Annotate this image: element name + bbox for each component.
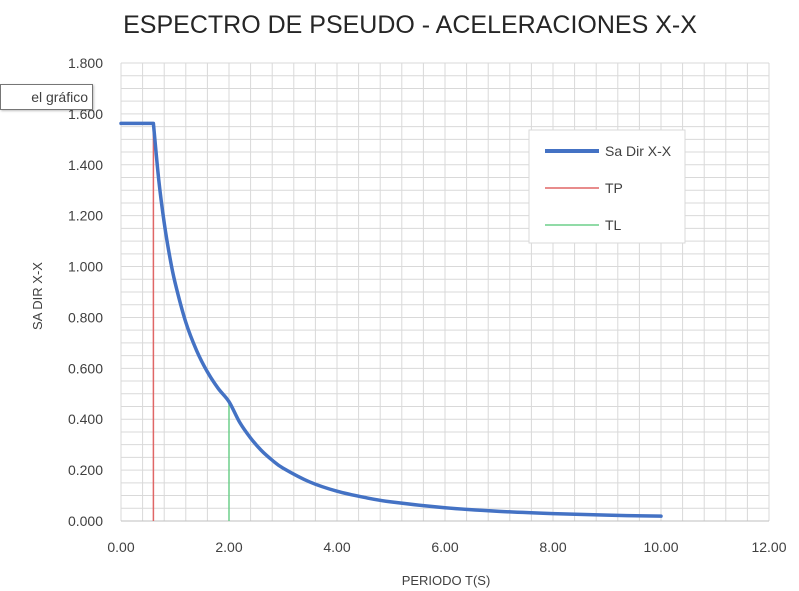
y-tick-label: 0.000 [68, 513, 103, 529]
x-tick-label: 12.00 [751, 539, 786, 555]
y-tick-label: 1.000 [68, 259, 103, 275]
legend-label-tl: TL [605, 217, 622, 233]
chart-title: ESPECTRO DE PSEUDO - ACELERACIONES X-X [123, 11, 697, 39]
x-tick-label: 2.00 [215, 539, 242, 555]
x-tick-label: 8.00 [539, 539, 566, 555]
grid [120, 62, 770, 522]
y-axis-title: SA DIR X-X [30, 262, 45, 330]
legend[interactable]: Sa Dir X-X TP TL [528, 129, 686, 244]
series-sa-dir-x-x-line [119, 121, 663, 518]
x-axis-title: PERIODO T(S) [402, 573, 491, 588]
tick-labels: 0.00 2.00 4.00 6.00 8.00 10.00 12.00 0.000 0.200… [68, 55, 787, 555]
x-tick-label: 4.00 [323, 539, 350, 555]
y-tick-label: 0.600 [68, 360, 103, 376]
plot-series [119, 121, 663, 521]
legend-label-tp: TP [605, 180, 623, 196]
legend-label-sa: Sa Dir X-X [605, 143, 672, 159]
x-tick-label: 10.00 [643, 539, 678, 555]
y-tick-label: 0.400 [68, 411, 103, 427]
y-tick-label: 0.800 [68, 309, 103, 325]
x-tick-label: 6.00 [431, 539, 458, 555]
legend-box [528, 129, 686, 244]
y-tick-label: 1.200 [68, 208, 103, 224]
y-tick-label: 1.400 [68, 157, 103, 173]
x-tick-label: 0.00 [107, 539, 134, 555]
y-tick-label: 1.800 [68, 55, 103, 71]
y-tick-label: 0.200 [68, 462, 103, 478]
chart-tooltip: el gráfico [0, 84, 93, 110]
